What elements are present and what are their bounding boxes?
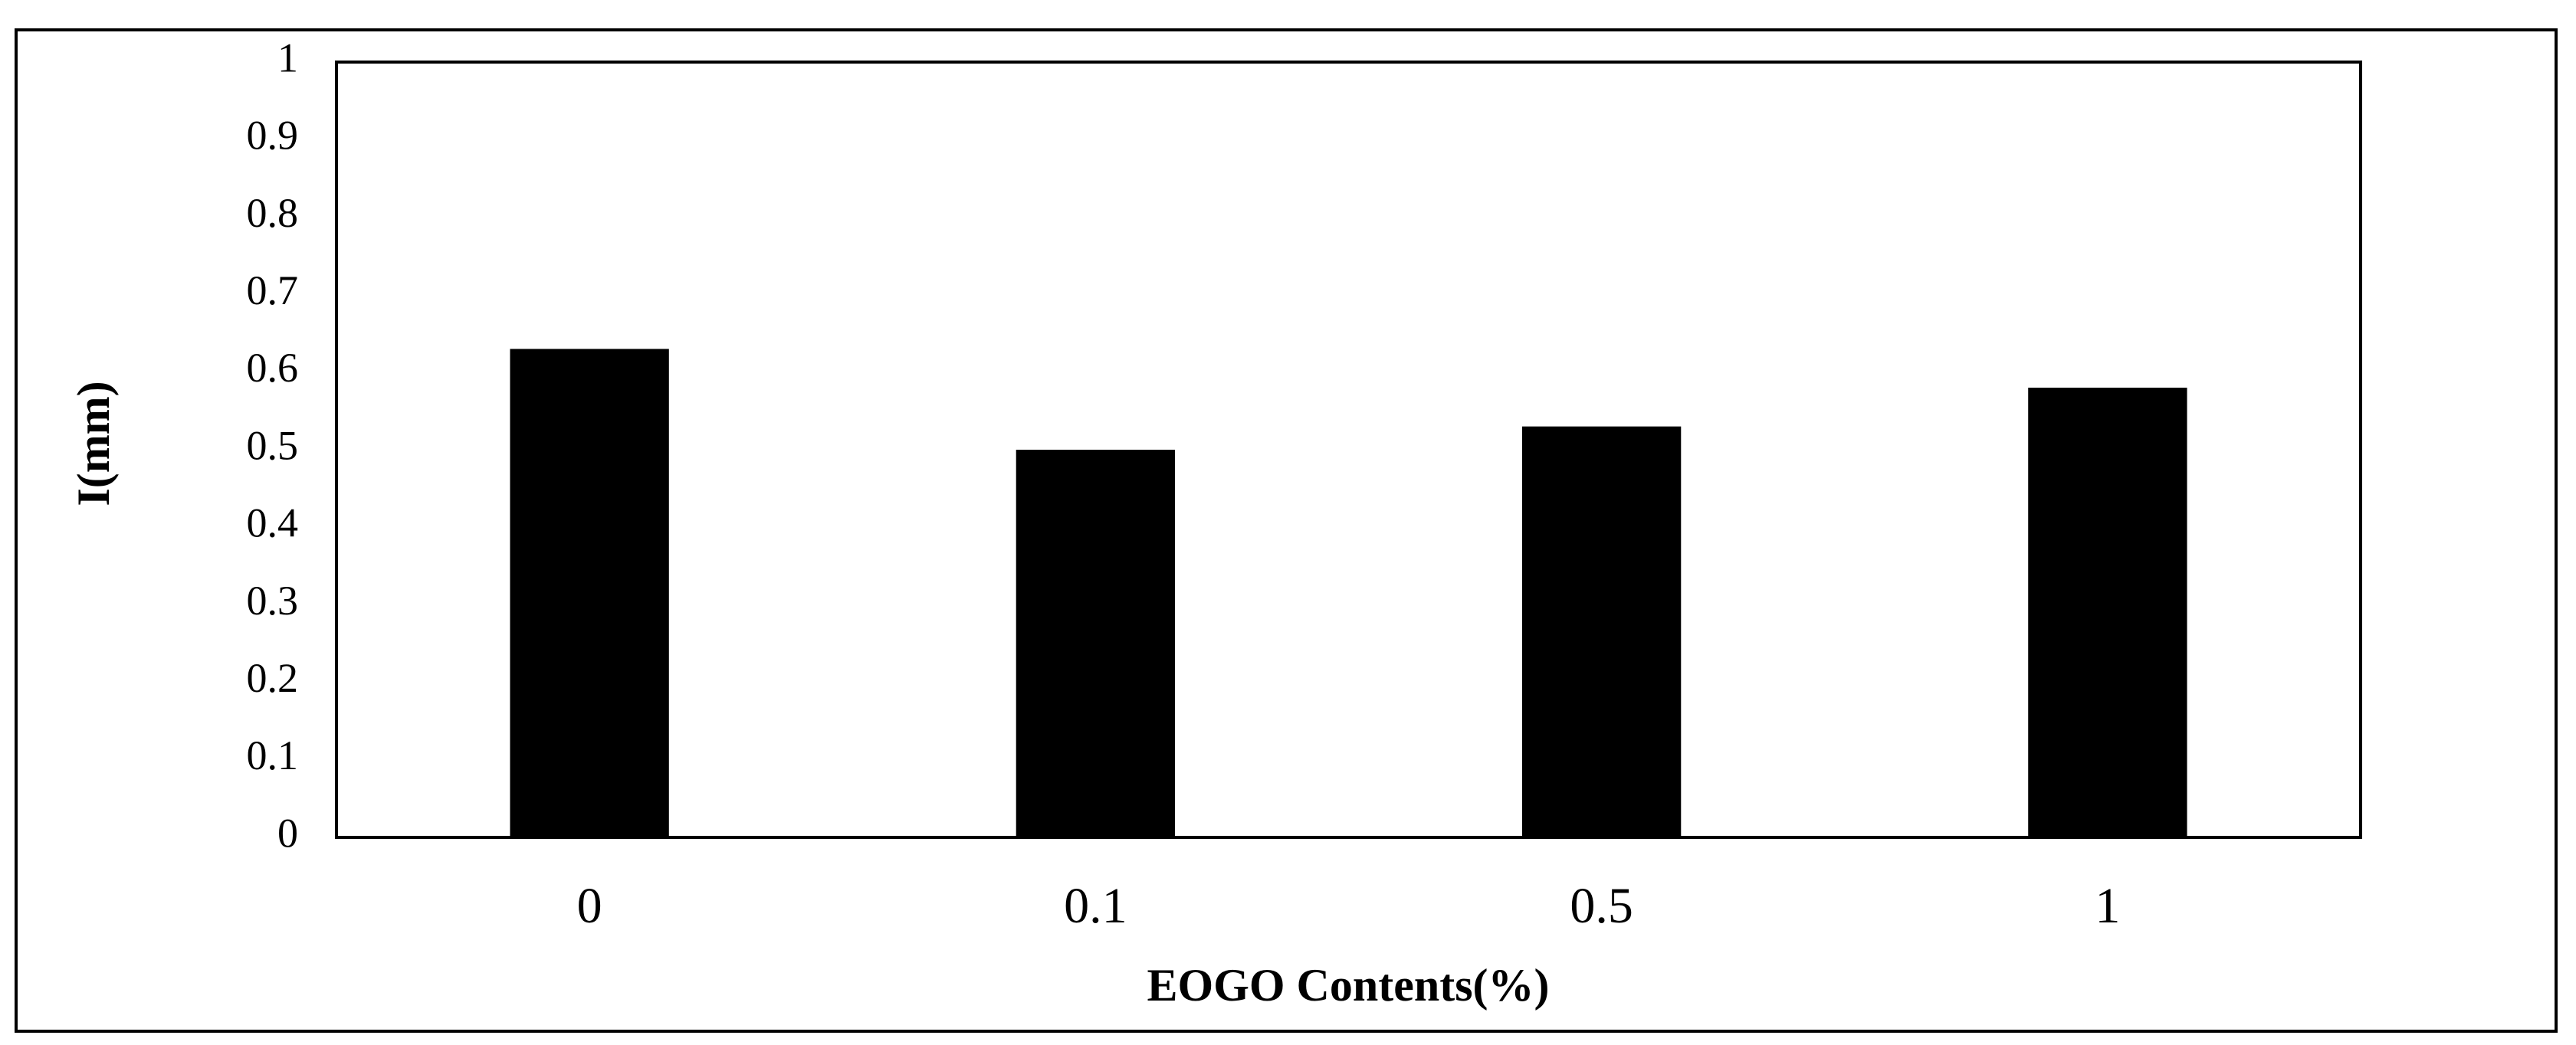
y-tick-label: 0.5 xyxy=(247,422,299,468)
y-tick-label: 0.9 xyxy=(247,113,299,159)
x-tick-label: 1 xyxy=(2095,878,2120,934)
x-axis-title: EOGO Contents(%) xyxy=(1147,960,1550,1011)
y-tick-label: 0.1 xyxy=(247,732,299,778)
y-tick-label: 0 xyxy=(277,810,298,856)
y-axis-title: I(mm) xyxy=(68,381,119,506)
y-tick-label: 0.8 xyxy=(247,190,299,236)
bar xyxy=(1016,450,1176,837)
y-tick-label: 0.4 xyxy=(247,500,299,546)
y-tick-label: 0.7 xyxy=(247,267,299,313)
x-tick-label: 0.1 xyxy=(1064,878,1127,934)
plot-frame xyxy=(335,61,2362,839)
figure-border xyxy=(15,28,2558,1033)
bar xyxy=(1521,426,1682,837)
x-tick-label: 0 xyxy=(577,878,602,934)
y-tick-label: 0.6 xyxy=(247,345,299,391)
x-tick-label: 0.5 xyxy=(1570,878,1633,934)
y-tick-label: 0.2 xyxy=(247,655,299,701)
bar xyxy=(2028,388,2187,837)
y-tick-label: 0.3 xyxy=(247,578,299,624)
y-tick-label: 1 xyxy=(277,34,298,80)
bar xyxy=(510,349,669,837)
